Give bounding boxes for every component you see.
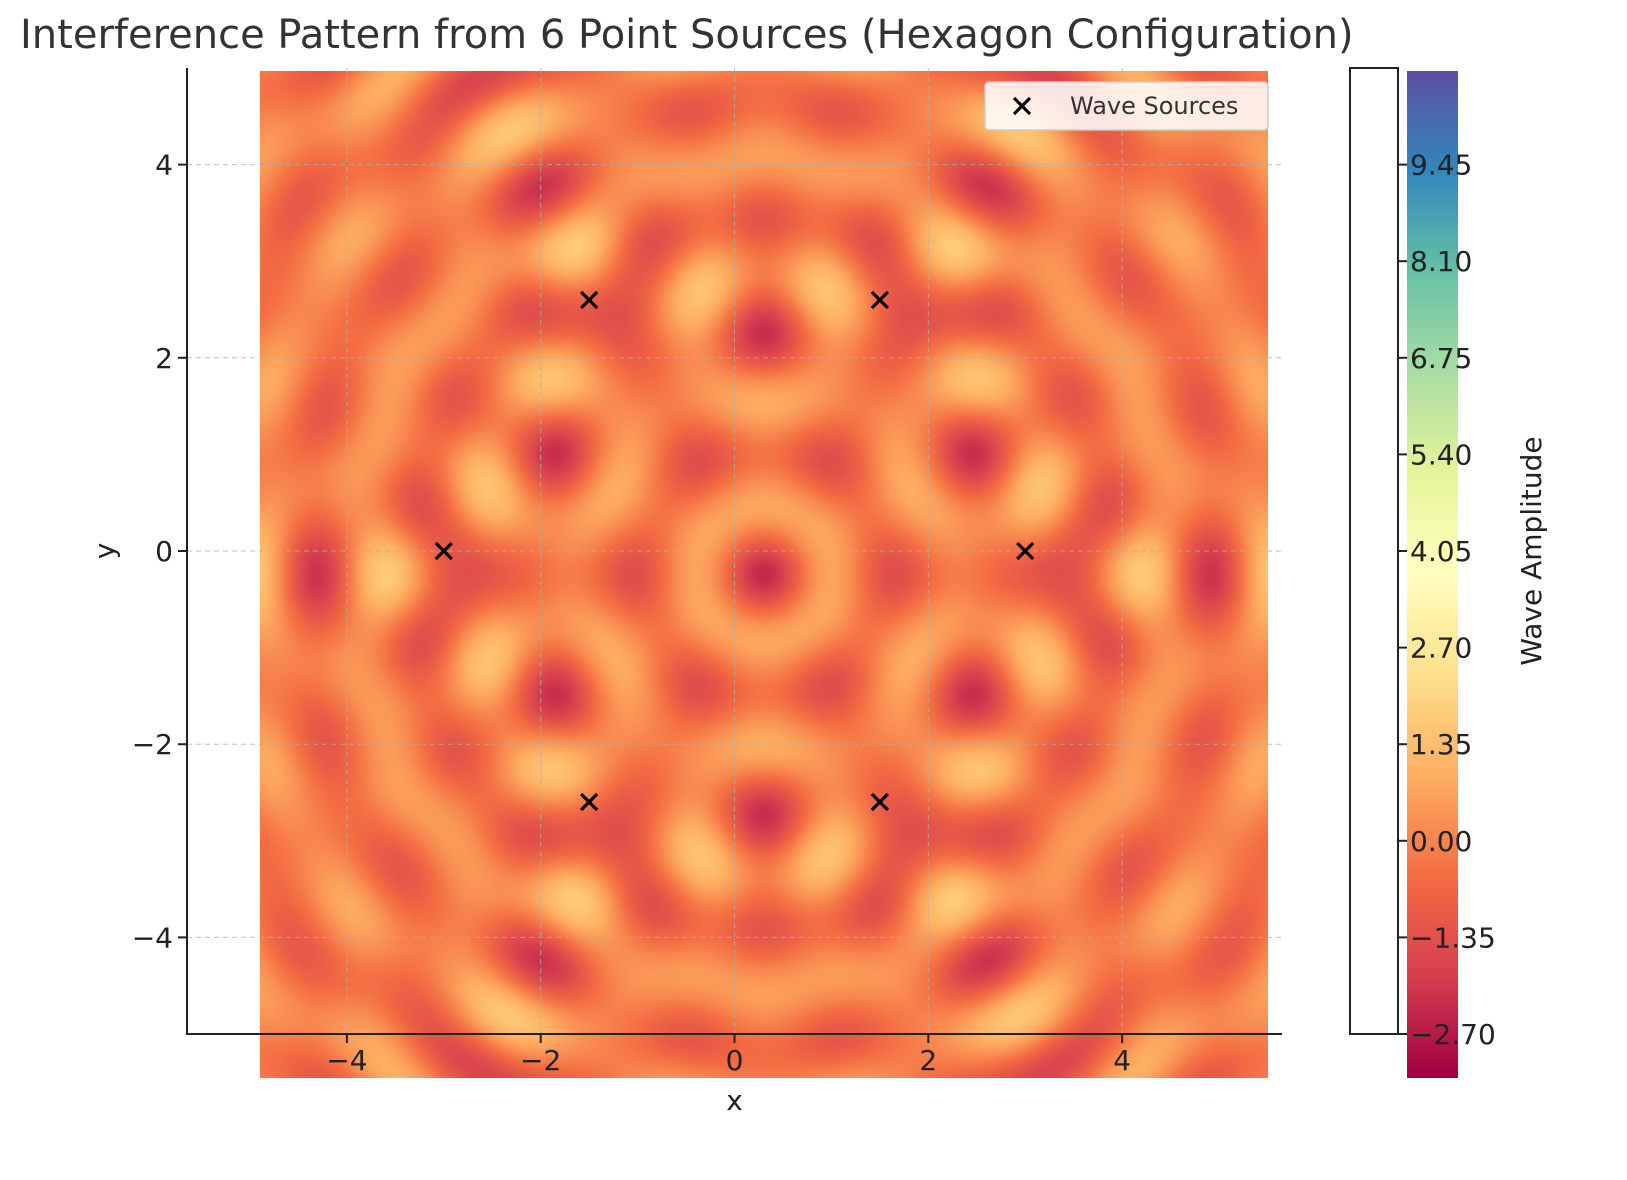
colorbar-tick-label: 1.35: [1410, 728, 1472, 761]
chart-title: Interference Pattern from 6 Point Source…: [20, 12, 1354, 58]
legend-marker-icon: [1012, 96, 1032, 116]
x-tick-label: 0: [726, 1044, 744, 1077]
source-marker-stroke: [1016, 541, 1035, 561]
source-marker-stroke: [870, 290, 889, 310]
x-tick-label: 4: [1113, 1044, 1131, 1077]
source-marker-stroke: [870, 792, 889, 812]
colorbar-tick-label: 2.70: [1410, 632, 1472, 665]
source-marker-stroke: [580, 792, 599, 812]
y-tick-label: 2: [155, 342, 173, 375]
wave-source-marker: [1016, 541, 1035, 561]
colorbar-tick-label: −1.35: [1410, 921, 1496, 954]
y-axis-label: y: [88, 543, 121, 560]
interference-heatmap: [260, 71, 1268, 1078]
colorbar-tick-label: −2.70: [1410, 1018, 1496, 1051]
colorbar-frame: [1349, 67, 1399, 1035]
x-tick-label: −2: [520, 1044, 561, 1077]
source-marker-stroke: [434, 541, 453, 561]
x-axis-label: x: [726, 1084, 743, 1117]
colorbar-tick-label: 4.05: [1410, 535, 1472, 568]
source-marker-stroke: [1012, 96, 1032, 116]
colorbar-tick-label: 9.45: [1410, 149, 1472, 182]
wave-source-marker: [580, 792, 599, 812]
y-tick-label: 0: [155, 535, 173, 568]
legend-label: Wave Sources: [1070, 92, 1238, 120]
colorbar-tick-label: 0.00: [1410, 825, 1472, 858]
legend-box: [984, 81, 1269, 131]
y-tick-label: −2: [132, 728, 173, 761]
colorbar-tick-label: 5.40: [1410, 438, 1472, 471]
x-tick-label: 2: [919, 1044, 937, 1077]
legend: [984, 81, 1269, 131]
wave-source-marker: [870, 792, 889, 812]
y-tick-label: −4: [132, 921, 173, 954]
source-marker-stroke: [580, 290, 599, 310]
colorbar-tick-label: 8.10: [1410, 245, 1472, 278]
colorbar-tick-label: 6.75: [1410, 342, 1472, 375]
colorbar-gradient: [1407, 71, 1458, 1078]
colorbar-label: Wave Amplitude: [1515, 436, 1548, 665]
wave-source-marker: [434, 541, 453, 561]
wave-source-marker: [580, 290, 599, 310]
wave-source-marker: [870, 290, 889, 310]
x-tick-label: −4: [326, 1044, 367, 1077]
y-tick-label: 4: [155, 149, 173, 182]
